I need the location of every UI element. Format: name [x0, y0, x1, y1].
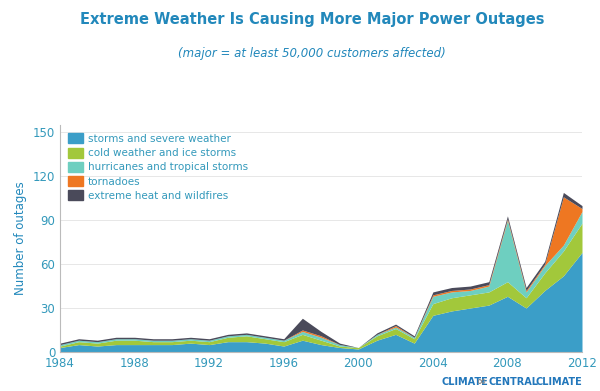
Text: (major = at least 50,000 customers affected): (major = at least 50,000 customers affec…	[178, 47, 446, 60]
Text: CLIMATE: CLIMATE	[441, 377, 488, 387]
Y-axis label: Number of outages: Number of outages	[14, 182, 27, 295]
Text: ∞: ∞	[477, 377, 486, 387]
Text: CLIMATE: CLIMATE	[535, 377, 582, 387]
Legend: storms and severe weather, cold weather and ice storms, hurricanes and tropical : storms and severe weather, cold weather …	[65, 130, 251, 204]
Text: CENTRAL: CENTRAL	[489, 377, 539, 387]
Text: Extreme Weather Is Causing More Major Power Outages: Extreme Weather Is Causing More Major Po…	[80, 12, 544, 27]
